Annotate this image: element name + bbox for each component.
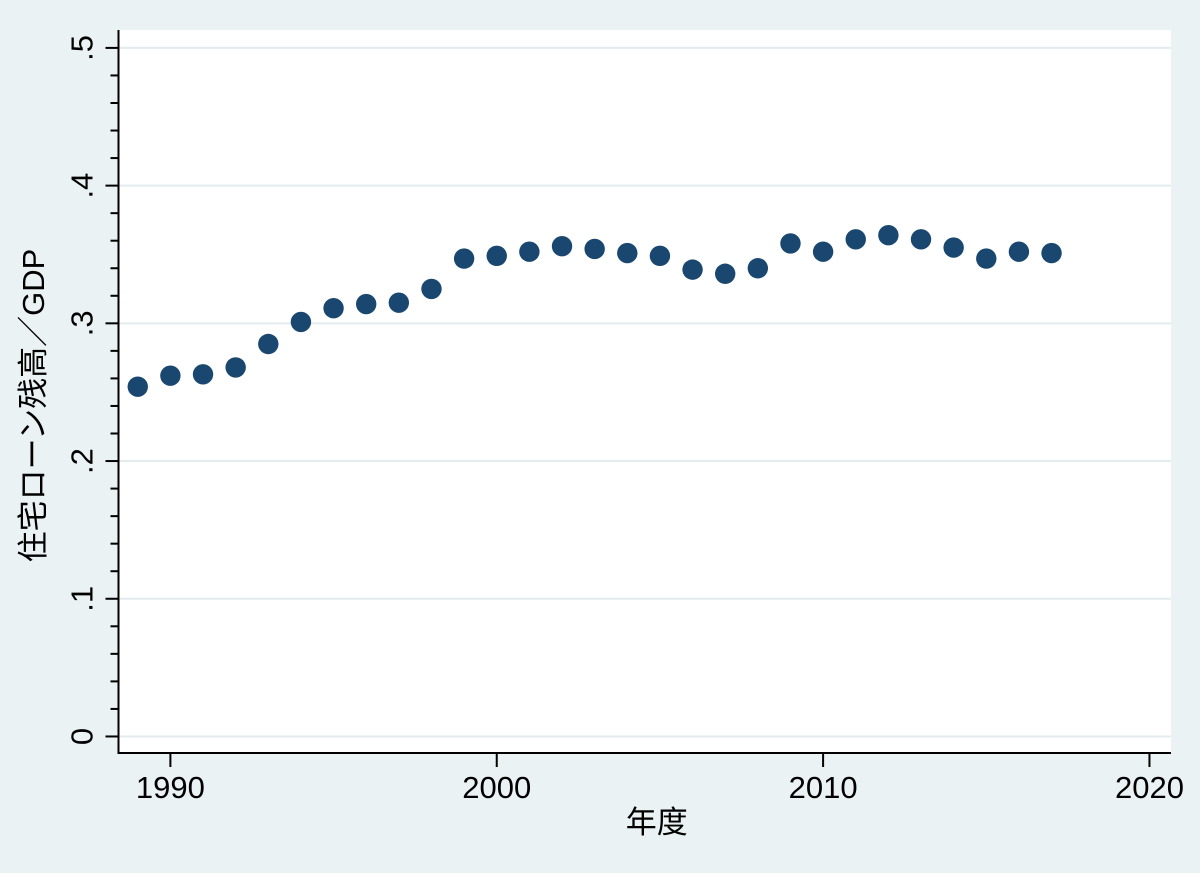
x-axis-title: 年度 [626,805,688,840]
data-point [225,357,246,378]
y-tick-label: .2 [65,448,100,474]
data-points [127,224,1062,397]
y-tick-label: .1 [65,586,100,612]
data-point [943,237,964,258]
x-tick-label: 2000 [462,770,531,805]
axes [105,30,1171,767]
data-point [290,311,312,333]
data-point [714,263,736,284]
y-tick-label: .5 [65,35,100,61]
y-tick-label: .4 [65,173,100,199]
data-point [453,248,475,269]
data-point [323,297,344,319]
data-point [1008,241,1030,262]
data-point [910,229,932,250]
data-point [551,236,573,257]
x-tick-label: 1990 [136,770,205,805]
data-point [747,258,769,279]
data-point [845,229,866,250]
data-point [812,241,834,262]
data-point [127,376,148,397]
data-point [976,248,997,269]
data-point [421,278,442,300]
data-point [356,293,377,315]
x-tick-label: 2010 [789,770,858,805]
data-point [682,259,703,280]
plot-area [118,30,1171,753]
data-point [192,364,214,385]
data-point [388,292,410,313]
y-tick-label: .3 [65,310,100,336]
data-point [649,245,671,267]
data-point [258,333,279,355]
tick-labels: 0 .1 .2 .3 .4 .5 1990 2000 2010 2020 [65,35,1184,805]
data-point [160,365,181,386]
y-tick-label: 0 [65,728,100,745]
data-point [878,224,899,246]
data-point [486,245,507,267]
data-point [780,233,801,254]
x-tick-label: 2020 [1115,770,1184,805]
data-point [1041,242,1062,264]
data-point [519,241,540,262]
data-point [584,238,605,260]
data-point [617,242,638,264]
y-axis-title: 住宅ローン残高／GDP [16,249,51,563]
